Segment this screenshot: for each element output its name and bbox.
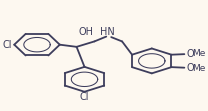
Text: HN: HN [100,27,115,37]
Text: OH: OH [79,27,94,37]
Text: Me: Me [192,49,205,58]
Text: Cl: Cl [3,40,12,50]
Text: O: O [187,49,194,59]
Text: Me: Me [192,64,205,73]
Text: Cl: Cl [80,92,89,102]
Text: O: O [187,63,194,73]
